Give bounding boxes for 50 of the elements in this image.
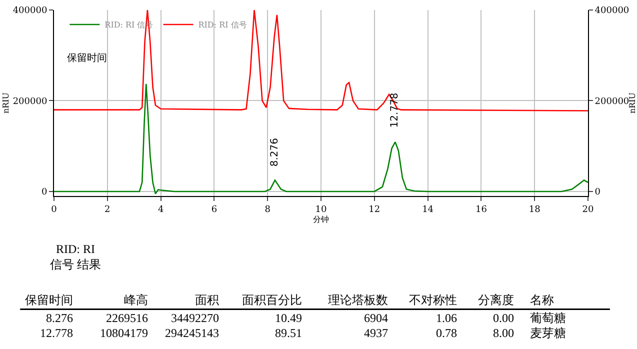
line-series [54,83,588,194]
text: 10.49 [275,311,302,325]
text: 不对称性 [409,293,457,307]
text: 89.51 [275,326,302,340]
text: 34492270 [171,311,219,325]
text: 保留时间 [25,293,73,307]
text: 4937 [364,326,388,340]
annotation: 12.778 [390,92,401,128]
text: 8.276 [46,311,73,325]
y-tick-label: 0 [41,188,48,198]
annotation: 保留时间 [67,52,107,64]
text: 面积 [195,293,219,307]
annotation: 8.276 [269,138,280,167]
y-axis-title: nRIU [2,92,11,114]
text: 分离度 [478,293,514,307]
text: 峰高 [124,293,148,307]
x-tick-label: 10 [315,204,327,215]
x-tick-label: 4 [158,204,164,215]
text: 10804179 [100,326,148,340]
text: 麦芽糖 [530,326,566,340]
x-axis-title: 分钟 [313,214,329,224]
text: 理论塔板数 [328,293,388,307]
text: 葡萄糖 [530,311,566,325]
x-tick-label: 8 [264,204,271,215]
y2-tick-label: 0 [594,188,601,198]
text: 8.00 [493,326,514,340]
y2-tick-label: 400000 [594,6,630,16]
text: 0.00 [493,311,514,325]
x-tick-label: 16 [475,204,488,215]
text: 294245143 [165,326,219,340]
x-tick-label: 6 [211,204,218,215]
x-tick-label: 20 [582,204,594,215]
text: 0.78 [436,326,457,340]
x-tick-label: 18 [528,204,541,215]
x-tick-label: 2 [104,204,110,215]
y-tick-label: 200000 [12,96,48,107]
text: 12.778 [40,326,73,340]
x-tick-label: 0 [51,204,58,215]
x-tick-label: 12 [368,204,380,215]
text: 名称 [530,293,554,307]
y2-tick-label: 200000 [594,96,630,107]
text: RID: RI 信号 结果 [50,242,101,272]
text: 2269516 [106,311,148,325]
x-tick-label: 14 [422,204,434,215]
text: 1.06 [436,311,457,325]
legend-label: RID: RI 信号 [198,20,247,30]
text: 面积百分比 [242,293,302,307]
y-tick-label: 400000 [12,6,48,16]
y2-axis-title: nRIU [628,92,637,114]
text: 6904 [364,311,388,325]
